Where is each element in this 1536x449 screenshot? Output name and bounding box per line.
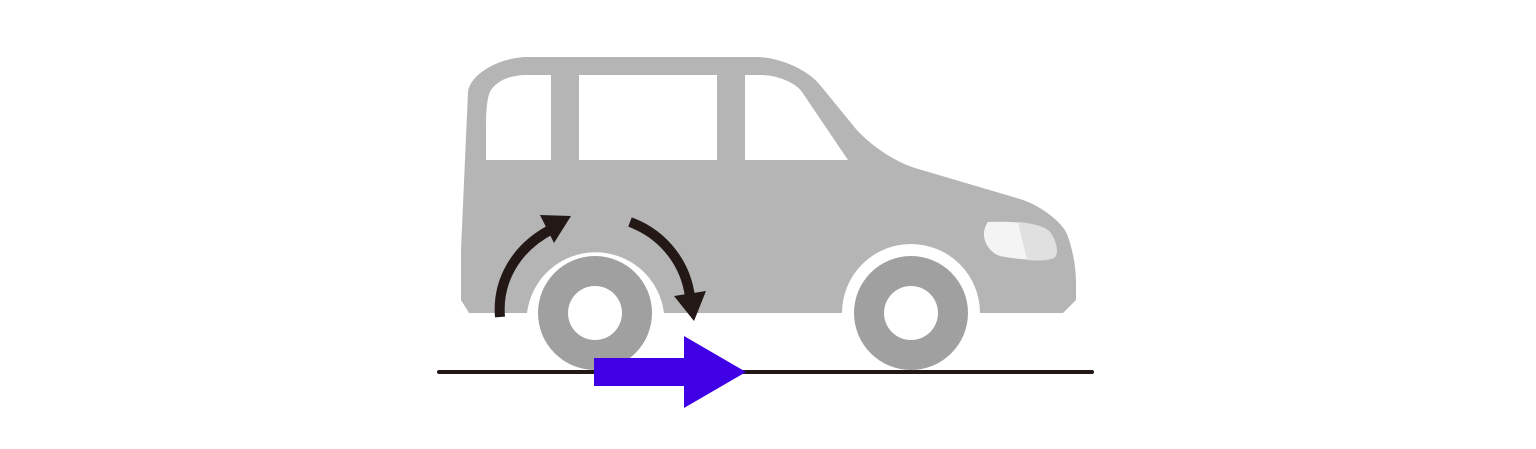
middle-window	[579, 75, 717, 160]
front-window	[745, 75, 848, 160]
forward-arrow	[594, 336, 746, 408]
right-rotation-arrowhead	[674, 291, 706, 321]
headlight-highlight	[1018, 222, 1057, 261]
left-rotation-arrowhead	[540, 215, 571, 243]
right-rotation-arrow-shaft	[628, 217, 695, 298]
left-rotation-arrow-shaft	[494, 224, 555, 318]
front-hub	[884, 286, 938, 340]
rear-hub	[568, 286, 622, 340]
rear-window	[486, 75, 551, 160]
